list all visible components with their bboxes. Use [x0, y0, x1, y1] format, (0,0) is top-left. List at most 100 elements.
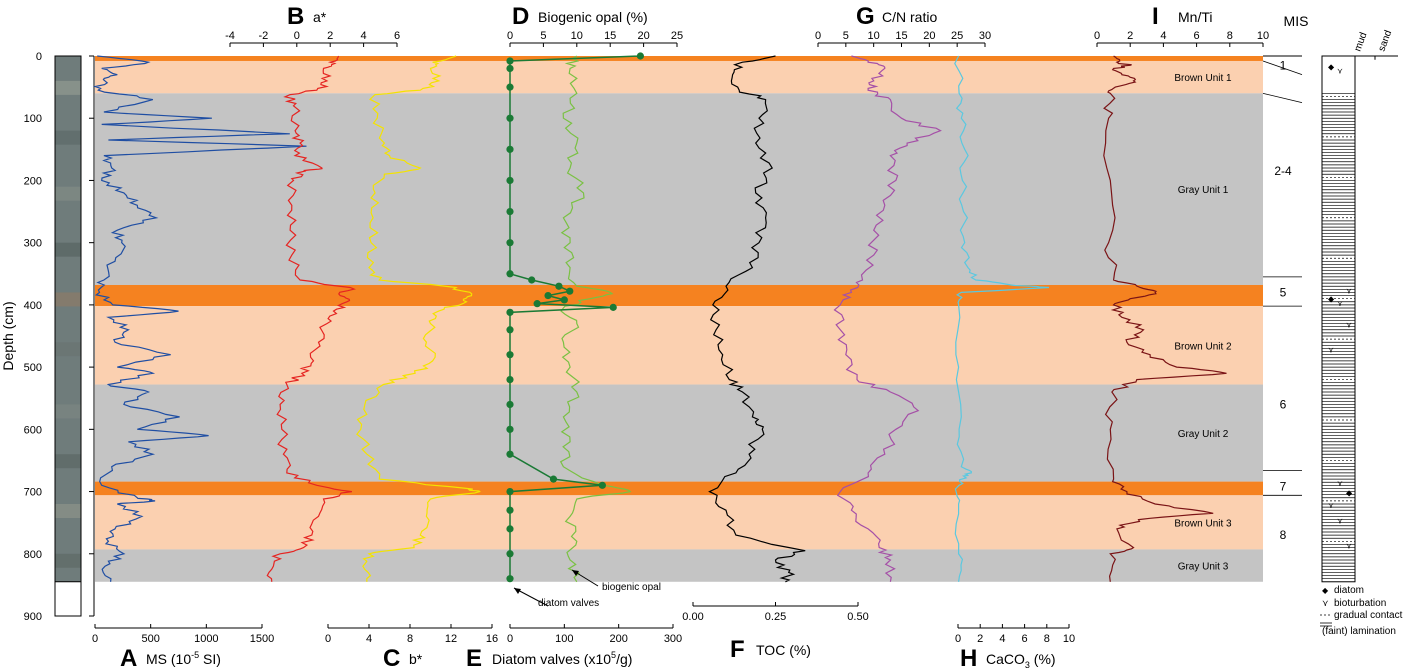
panel-title-text: TOC (%) [756, 642, 811, 658]
core-photo-stripe-3 [55, 242, 81, 257]
lithology-symbol-1: ⋎ [1337, 67, 1343, 76]
panel-title-sup: 5 [611, 650, 616, 660]
axis-tick-label: 200 [609, 633, 627, 645]
axis-tick-label: 10 [1063, 633, 1075, 645]
panel-title-A: MS (10-5 SI) [146, 650, 221, 667]
mis-diag-line [1262, 60, 1303, 76]
panel-letter-B: B [287, 3, 304, 30]
core-photo-stripe-7 [55, 454, 81, 469]
panel-title-G: C/N ratio [882, 9, 937, 25]
axis-tick-label: 5 [540, 30, 546, 42]
panel-title-B: a* [313, 9, 327, 25]
depth-tick-label: 900 [24, 611, 42, 623]
mis-label-0: 1 [1280, 58, 1287, 72]
lithology-symbol-6: ⋎ [1328, 345, 1334, 354]
legend-bioturbation-icon: ⋎ [1322, 598, 1329, 608]
depth-tick-label: 100 [24, 113, 42, 125]
lithology-symbol-8: ◆ [1346, 489, 1353, 498]
axis-tick-label: 6 [1194, 30, 1200, 42]
axis-tick-label: 16 [486, 633, 498, 645]
diatom-point-5 [506, 145, 514, 153]
axis-tick-label: 0 [325, 633, 331, 645]
lithology-symbol-0: ◆ [1328, 62, 1335, 71]
lithology-symbol-4: ⋎ [1337, 299, 1343, 308]
diatom-point-13 [544, 291, 552, 300]
panel-letter-H: H [960, 645, 977, 670]
diatom-point-26 [506, 487, 514, 496]
mis-label-3: 6 [1280, 397, 1287, 411]
panel-title-C: b* [409, 651, 423, 667]
diatom-point-3 [506, 83, 514, 91]
axis-tick-label: 4 [361, 30, 367, 42]
axis-tick-label: 4 [999, 633, 1005, 645]
panel-title-F: TOC (%) [756, 642, 811, 658]
depth-tick-label: 300 [24, 238, 42, 250]
diatom-point-10 [528, 276, 536, 284]
lithology-column-box [1321, 55, 1356, 583]
axis-tick-label: 0 [92, 633, 98, 645]
depth-tick-label: 400 [24, 300, 42, 312]
diatom-point-0 [636, 52, 645, 60]
series-line-I [1103, 55, 1227, 582]
axis-tick-label: -4 [225, 30, 235, 42]
panel-letter-D: D [512, 3, 529, 30]
panel-title-sub: 3 [1025, 660, 1030, 670]
core-photo-stripe-1 [55, 130, 81, 145]
depth-tick-label: 200 [24, 175, 42, 187]
series-line-F [708, 55, 806, 583]
series-line-B [266, 55, 357, 582]
lithology-header-mud: mud [1352, 31, 1369, 53]
axis-tick-label: 10 [1257, 30, 1269, 42]
diatom-point-17 [506, 308, 514, 316]
axis-tick-label: 4 [1160, 30, 1166, 42]
legend-diatom: diatom [1334, 585, 1364, 596]
panel-letter-F: F [730, 636, 745, 663]
unit-band-4 [95, 306, 1263, 385]
axis-tick-label: 10 [571, 30, 583, 42]
depth-tick-label: 0 [36, 51, 42, 63]
axis-tick-label: 4 [366, 633, 372, 645]
panel-title-end: SI) [199, 651, 221, 667]
unit-band-7 [95, 495, 1263, 550]
diatom-point-7 [506, 207, 514, 216]
diatom-point-6 [506, 176, 514, 185]
mis-column: MIS 1 2-4 5 6 7 8 [1262, 13, 1308, 542]
axis-tick-label: -2 [259, 30, 269, 42]
lithology-column: mud sand◆ ⋎⋎◆ ⋎⋎⋎⋎◆⋎⋎⋎◆ diatom⋎ bioturbationg… [1320, 29, 1403, 637]
axis-tick-label: 8 [407, 633, 413, 645]
diatom-point-11 [555, 282, 563, 290]
panel-labels: A MS (10-5 SI) B a* C b* D Biogenic opal (%) E Di… [120, 3, 1232, 670]
diatom-point-14 [560, 296, 568, 304]
axis-tick-label: 0 [815, 30, 821, 42]
lithology-symbol-5: ⋎ [1346, 321, 1352, 330]
panel-letter-I: I [1152, 3, 1159, 30]
mis-label-5: 8 [1280, 528, 1287, 542]
diatom-point-2 [506, 64, 514, 73]
axis-tick-label: 6 [1022, 633, 1028, 645]
lithology-symbol-11: ⋎ [1346, 541, 1352, 550]
diatom-point-20 [506, 375, 514, 384]
axis-tick-label: 500 [141, 633, 159, 645]
series-axes: 0 500 1000 1500-4 -2 0 2 4 60 4 8 12 160 5 10 15 20 250 10… [92, 30, 1269, 645]
axis-tick-label: 0.50 [847, 611, 868, 623]
core-photo-stripe-5 [55, 342, 81, 357]
unit-bands [95, 56, 1263, 582]
mis-diag-line-2 [1262, 92, 1303, 104]
diatom-point-22 [506, 425, 514, 433]
axis-tick-label: 30 [979, 30, 991, 42]
core-photo-frame [54, 55, 82, 617]
mis-label-2: 5 [1280, 285, 1287, 299]
lithology-header-sand: sand [1376, 29, 1394, 53]
axis-tick-label: 20 [637, 30, 649, 42]
axis-tick-label: 0 [1094, 30, 1100, 42]
biogenic-opal-label: biogenic opal [602, 582, 661, 593]
panel-letter-A: A [120, 645, 137, 670]
unit-band-1 [95, 60, 1263, 94]
mis-label-4: 7 [1280, 480, 1287, 494]
diatom-point-25 [598, 481, 606, 489]
axis-tick-label: 8 [1227, 30, 1233, 42]
core-photo-stripe-8 [55, 504, 81, 518]
panel-title-H: CaCO3 (%) [986, 651, 1056, 670]
unit-label-7: Brown Unit 3 [1174, 518, 1232, 529]
